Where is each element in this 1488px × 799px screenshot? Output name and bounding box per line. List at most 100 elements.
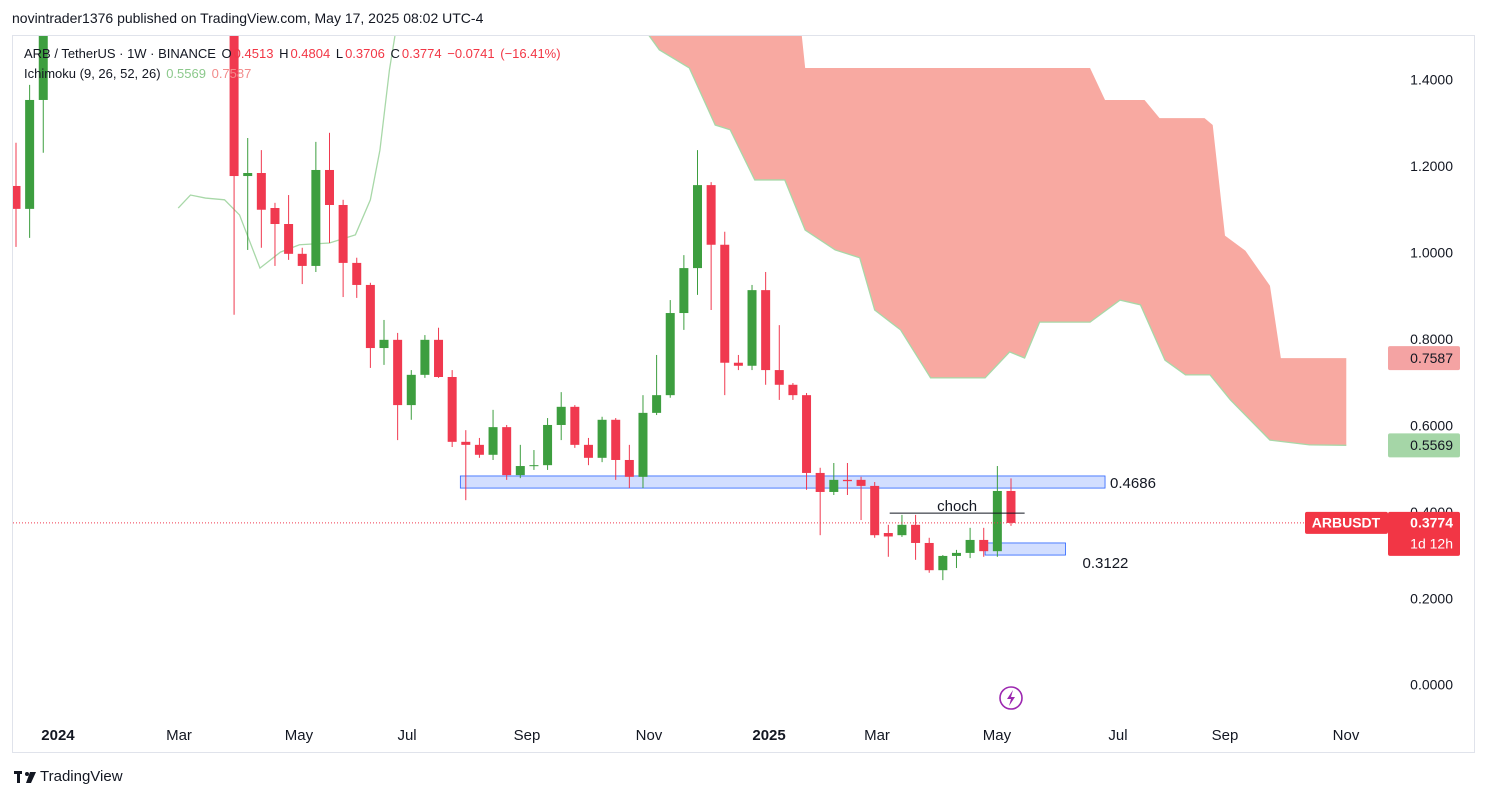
y-tick-label: 0.6000 [1410, 417, 1453, 433]
candle-body [897, 524, 907, 536]
ticker-badge-bg [1305, 511, 1388, 534]
candle-body [979, 539, 989, 552]
candle-body [706, 185, 716, 245]
countdown: 1d 12h [1410, 536, 1453, 552]
candle-body [434, 339, 444, 377]
ohlc-letter: O [221, 46, 232, 61]
logo [14, 771, 36, 783]
y-tick-label: 1.4000 [1410, 72, 1453, 88]
candle-body [870, 485, 880, 536]
candle-body [911, 524, 921, 543]
candle-body [802, 395, 812, 473]
cloud-lower-badge: 0.5569 [1410, 437, 1453, 453]
y-tick-label: 0.0000 [1410, 677, 1453, 693]
x-tick-label: Nov [1333, 727, 1360, 744]
footer-brand: TradingView [40, 768, 123, 785]
candle-body [992, 490, 1002, 552]
candle-body [311, 169, 321, 266]
candle-body [447, 377, 457, 442]
x-tick-label: Sep [514, 727, 541, 744]
candle-body [1006, 490, 1016, 523]
change: −0.0741 [447, 46, 495, 61]
candle-body [788, 384, 798, 396]
last-price-badge-bg [1388, 511, 1460, 556]
cloud-upper-badge: 0.7587 [1410, 350, 1453, 366]
candle-body [13, 185, 21, 209]
cloud-lower-badge-bg [1388, 433, 1460, 458]
candle-body [815, 472, 825, 492]
ohlc-value: 0.4804 [290, 46, 331, 61]
x-tick-label: Nov [636, 727, 663, 744]
indicator-legend: Ichimoku (9, 26, 52, 26) 0.5569 0.7587 [24, 66, 253, 81]
overlay: 0.00000.20000.40000.60000.80001.00001.20… [41, 72, 1460, 744]
candle-body [474, 444, 484, 455]
x-tick-label: May [285, 727, 314, 744]
ohlc-letter: L [335, 46, 344, 61]
candle-body [270, 208, 280, 225]
candle-body [502, 427, 512, 476]
candle-body [583, 444, 593, 458]
candle-body [856, 479, 866, 486]
indicator-value: 0.7587 [211, 66, 252, 81]
change-pct: (−16.41%) [500, 46, 561, 61]
candle-body [284, 224, 294, 254]
candle-body [243, 173, 253, 177]
candle-body [393, 339, 403, 406]
ohlc-letter: H [279, 46, 289, 61]
candle-body [488, 427, 498, 455]
candle-body [883, 533, 893, 537]
y-tick-label: 0.8000 [1410, 331, 1453, 347]
candle-body [938, 555, 948, 571]
candle-body [638, 412, 648, 477]
x-tick-label: Mar [166, 727, 192, 744]
indicator-name: Ichimoku (9, 26, 52, 26) [24, 66, 161, 81]
candle-body [338, 204, 348, 263]
candle-body [38, 36, 48, 100]
candle-body [679, 268, 689, 314]
candle-body [379, 339, 389, 349]
x-tick-label: Jul [397, 727, 416, 744]
candle-body [256, 173, 266, 210]
last-price-badge: 0.3774 [1410, 515, 1453, 531]
candle-body [652, 395, 662, 413]
ticker-badge: ARBUSDT [1312, 515, 1381, 531]
candle-body [924, 542, 934, 571]
alert-bolt [1007, 690, 1015, 706]
ohlc-letter: C [390, 46, 400, 61]
candle-body [624, 459, 634, 477]
symbol: ARB / TetherUS · 1W · BINANCE [24, 46, 216, 61]
candle-body [352, 262, 362, 285]
x-tick-label: 2024 [41, 727, 75, 744]
candle-body [570, 406, 580, 445]
candle-body [665, 313, 675, 396]
x-tick-label: Mar [864, 727, 890, 744]
indicator-value: 0.5569 [166, 66, 206, 81]
chart-frame [12, 35, 1475, 753]
x-tick-label: Sep [1212, 727, 1239, 744]
candle-body [25, 99, 35, 209]
candle-body [420, 339, 430, 375]
ohlc-value: 0.3706 [345, 46, 385, 61]
candle-body [693, 185, 702, 269]
candle-body [515, 466, 525, 476]
y-tick-label: 0.2000 [1410, 590, 1453, 606]
candle-body [597, 419, 607, 458]
y-tick-label: 1.2000 [1410, 158, 1453, 174]
ohlc-value: 0.3774 [401, 46, 442, 61]
candle-body [556, 406, 566, 425]
candle-body [951, 552, 961, 556]
candle-body [406, 374, 416, 406]
choch-label: choch [937, 498, 977, 515]
alert-icon[interactable] [999, 686, 1023, 710]
candle-body [965, 539, 975, 553]
ohlc-value: 0.4513 [233, 46, 274, 61]
ichimoku-cloud [649, 36, 1347, 446]
publish-header: novintrader1376 published on TradingView… [12, 10, 484, 26]
candle-body [761, 290, 771, 371]
candle-body [324, 169, 334, 205]
candle-body [529, 465, 539, 467]
ichimoku-line [648, 36, 1347, 446]
candle-body [733, 362, 743, 366]
